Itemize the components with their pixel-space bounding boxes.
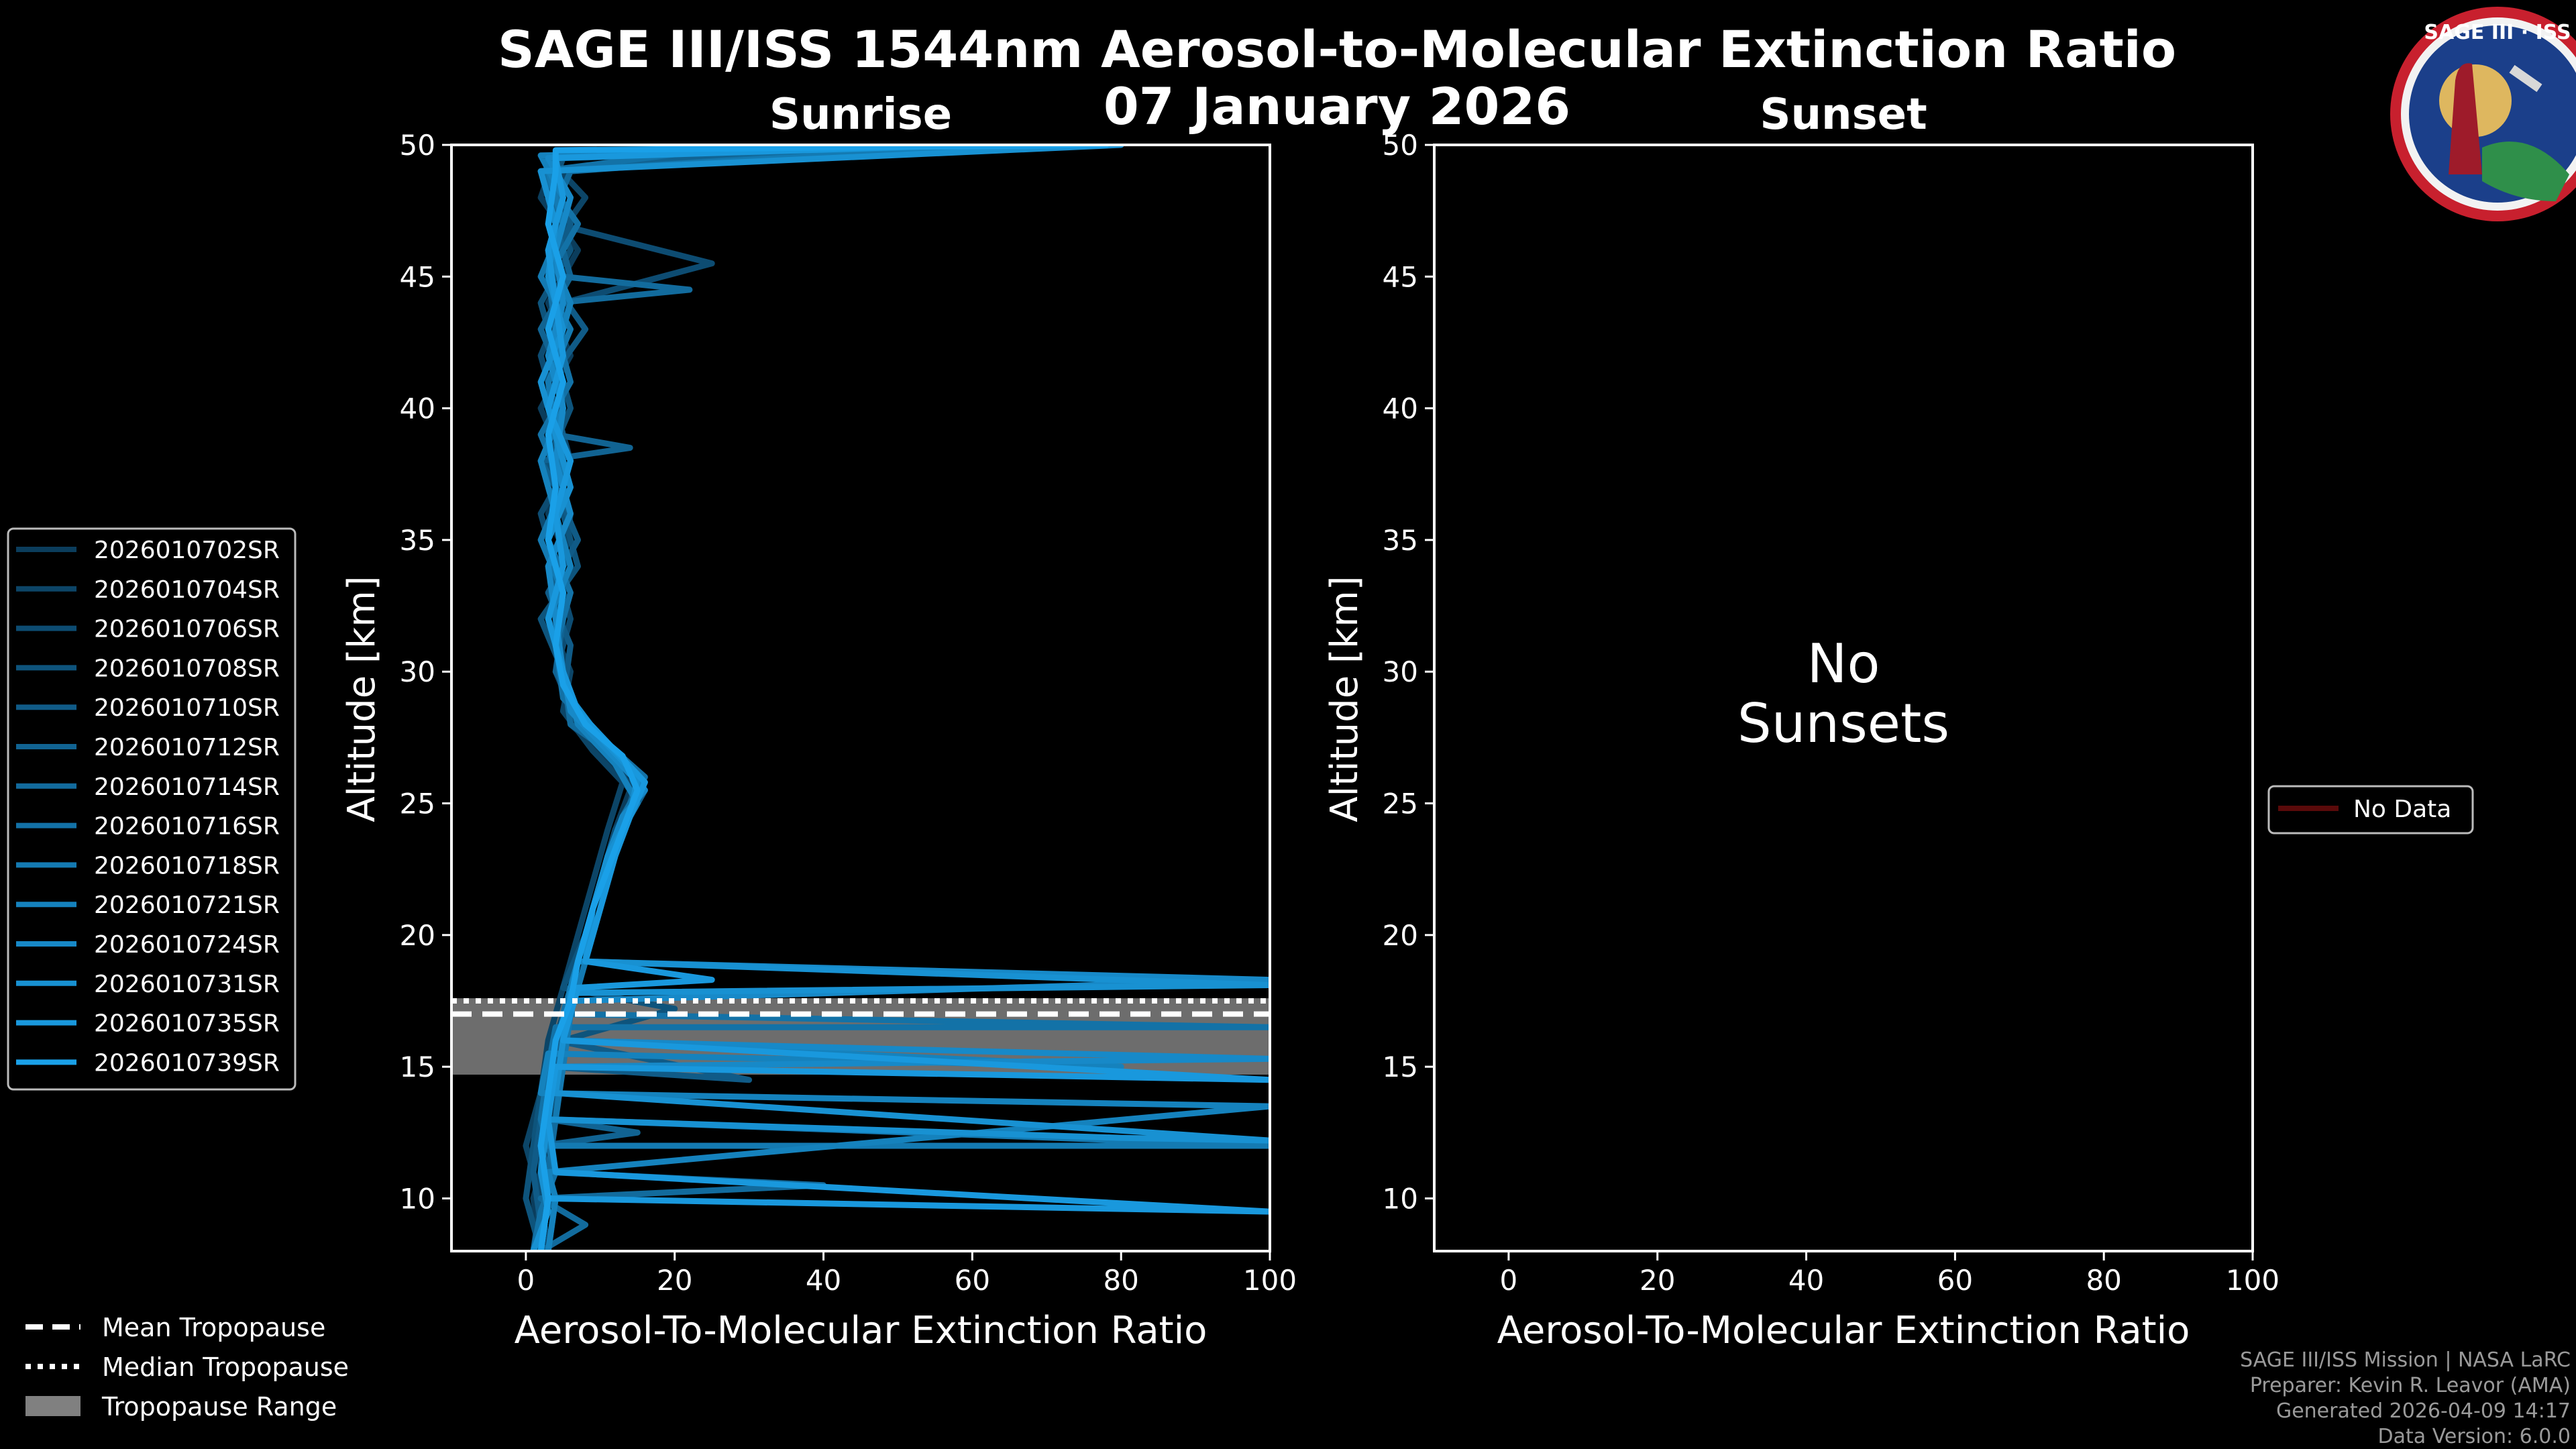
legend-label-2026010704SR: 2026010704SR xyxy=(94,576,280,604)
legend-label-2026010721SR: 2026010721SR xyxy=(94,892,280,919)
no-sunsets-line-2: Sunsets xyxy=(1737,692,1949,755)
sunrise-y-tick-label: 20 xyxy=(400,919,435,952)
sunrise-y-tick-label: 10 xyxy=(400,1182,435,1215)
figure-date: 07 January 2026 xyxy=(1104,76,1570,136)
credit-preparer: Preparer: Kevin R. Leavor (AMA) xyxy=(2250,1374,2571,1397)
logo-figure xyxy=(2449,63,2482,175)
sunrise-y-tick-label: 50 xyxy=(400,129,435,162)
sunrise-y-tick-label: 35 xyxy=(400,524,435,557)
sunrise-data-layer xyxy=(451,145,1270,1251)
legend-label-2026010735SR: 2026010735SR xyxy=(94,1010,280,1038)
legend-label-2026010712SR: 2026010712SR xyxy=(94,734,280,761)
sunrise-x-tick-label: 0 xyxy=(517,1264,535,1297)
median-tropopause-label: Median Tropopause xyxy=(102,1352,349,1382)
no-data-label: No Data xyxy=(2353,796,2451,823)
legend-label-2026010739SR: 2026010739SR xyxy=(94,1049,280,1077)
sunrise-subtitle: Sunrise xyxy=(769,90,952,140)
series-line-2026010739SR xyxy=(537,145,1110,1251)
legend-label-2026010710SR: 2026010710SR xyxy=(94,694,280,722)
sunrise-y-tick-label: 30 xyxy=(400,655,435,688)
sunrise-y-tick-label: 15 xyxy=(400,1051,435,1083)
legend-label-2026010718SR: 2026010718SR xyxy=(94,852,280,879)
series-line-2026010721SR xyxy=(537,145,1270,1251)
sunset-y-tick-label: 45 xyxy=(1383,260,1418,293)
legend-label-2026010702SR: 2026010702SR xyxy=(94,537,280,564)
credit-generated: Generated 2026-04-09 14:17 xyxy=(2276,1399,2571,1423)
sunset-panel: Sunset 0 20 40 60 80 100 10 15 20 25 30 35 40 45 50 No… xyxy=(1323,90,2279,1352)
sunset-y-tick-label: 15 xyxy=(1383,1051,1418,1083)
sunset-y-tick-label: 40 xyxy=(1383,392,1418,425)
sunset-x-axis-label: Aerosol-To-Molecular Extinction Ratio xyxy=(1497,1309,2190,1352)
sunrise-x-tick-label: 60 xyxy=(955,1264,990,1297)
legend-label-2026010714SR: 2026010714SR xyxy=(94,773,280,801)
sunset-legend: No Data xyxy=(2267,785,2474,835)
legend-label-2026010716SR: 2026010716SR xyxy=(94,813,280,841)
legend-label-2026010708SR: 2026010708SR xyxy=(94,655,280,682)
series-legend: 2026010702SR 2026010704SR 2026010706SR 2026… xyxy=(7,527,297,1091)
tropopause-range-label: Tropopause Range xyxy=(101,1392,337,1421)
sunrise-plot-frame xyxy=(450,144,1271,1252)
sunset-x-tick-label: 100 xyxy=(2226,1264,2279,1297)
sunset-x-tick-label: 60 xyxy=(1937,1264,1973,1297)
sunrise-x-tick-label: 20 xyxy=(657,1264,692,1297)
sunset-subtitle: Sunset xyxy=(1760,90,1927,140)
sunrise-x-tick-label: 40 xyxy=(806,1264,841,1297)
sunset-y-tick-label: 35 xyxy=(1383,524,1418,557)
sunset-y-tick-label: 30 xyxy=(1383,655,1418,688)
logo-text: SAGE III · ISS xyxy=(2424,21,2571,44)
sunset-x-tick-label: 0 xyxy=(1500,1264,1518,1297)
sunset-plot-frame xyxy=(1433,144,2254,1252)
logo-station xyxy=(2509,64,2542,93)
sunset-plot-area: 0 20 40 60 80 100 10 15 20 25 30 35 40 45 50 xyxy=(1383,129,2280,1297)
logo-earth xyxy=(2482,142,2569,201)
sunset-x-tick-label: 80 xyxy=(2086,1264,2121,1297)
legend-label-2026010706SR: 2026010706SR xyxy=(94,616,280,643)
sunset-y-tick-label: 20 xyxy=(1383,919,1418,952)
series-line-2026010735SR xyxy=(537,145,1270,1251)
sunset-x-tick-label: 40 xyxy=(1788,1264,1824,1297)
figure-title: SAGE III/ISS 1544nm Aerosol-to-Molecular… xyxy=(498,19,2176,79)
sunrise-y-tick-label: 25 xyxy=(400,788,435,820)
sunrise-y-tick-label: 45 xyxy=(400,260,435,293)
legend-label-2026010731SR: 2026010731SR xyxy=(94,971,280,998)
sunset-y-axis-label: Altitude [km] xyxy=(1323,576,1366,822)
credit-mission: SAGE III/ISS Mission | NASA LaRC xyxy=(2240,1348,2571,1372)
sunset-y-tick-label: 25 xyxy=(1383,788,1418,820)
sage-iii-iss-mission-logo: SAGE III · ISS xyxy=(2390,7,2576,221)
sunrise-x-tick-label: 80 xyxy=(1103,1264,1138,1297)
no-sunsets-line-1: No xyxy=(1807,633,1880,695)
sunrise-y-axis-label: Altitude [km] xyxy=(340,576,384,822)
sunset-y-tick-label: 50 xyxy=(1383,129,1418,162)
legend-label-2026010724SR: 2026010724SR xyxy=(94,931,280,959)
sunrise-x-tick-label: 100 xyxy=(1243,1264,1297,1297)
credits-block: SAGE III/ISS Mission | NASA LaRC Prepare… xyxy=(2240,1348,2571,1448)
sunset-x-tick-label: 20 xyxy=(1640,1264,1675,1297)
sunrise-y-tick-label: 40 xyxy=(400,392,435,425)
tropopause-legend: Mean Tropopause Median Tropopause Tropop… xyxy=(25,1313,349,1421)
sunrise-plot-area: 0 20 40 60 80 100 10 15 20 25 30 35 40 45 50 xyxy=(400,129,1297,1297)
sunset-legend-frame xyxy=(2267,785,2474,835)
sunset-y-tick-label: 10 xyxy=(1383,1182,1418,1215)
sunrise-x-axis-label: Aerosol-To-Molecular Extinction Ratio xyxy=(515,1309,1208,1352)
mean-tropopause-label: Mean Tropopause xyxy=(102,1313,325,1342)
tropopause-range-swatch xyxy=(25,1396,80,1416)
series-legend-frame xyxy=(7,527,297,1091)
credit-data-version: Data Version: 6.0.0 xyxy=(2378,1425,2571,1448)
sunrise-panel: Sunrise 0 20 40 60 80 100 10 15 20 25 30 35 40 45 50 A… xyxy=(340,90,1297,1352)
